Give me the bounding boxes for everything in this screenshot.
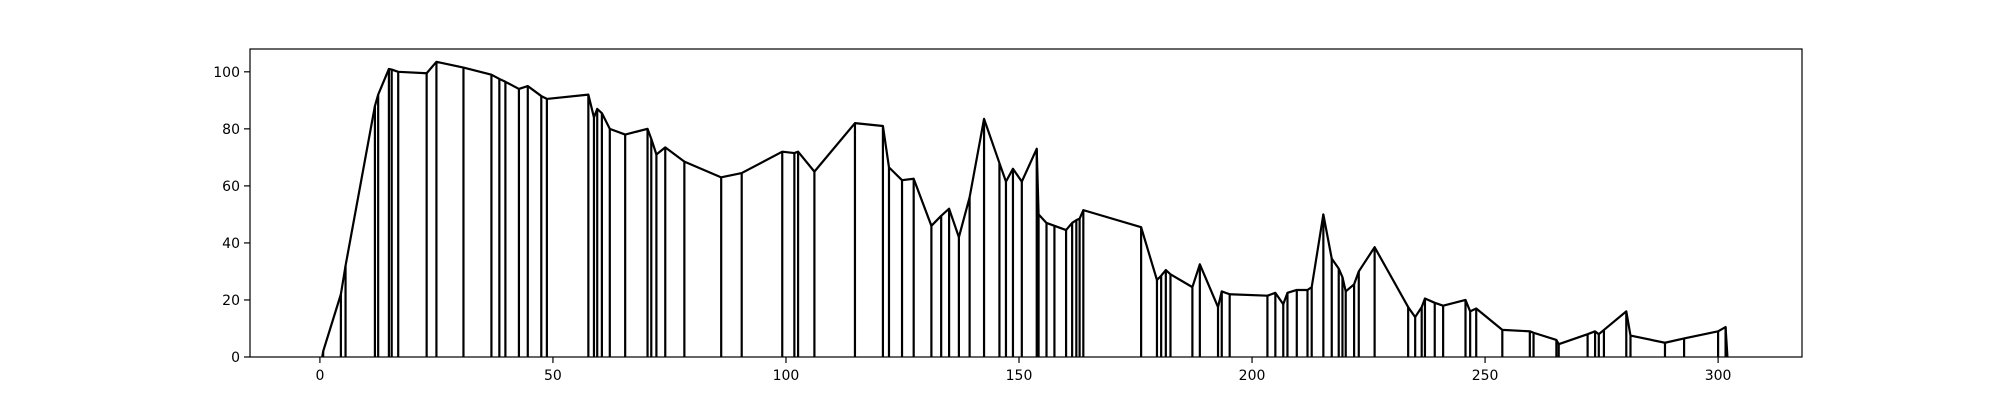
y-axis-ticks: 0 20 40 60 80 100 [213,65,250,366]
x-tick-label-5: 250 [1472,368,1499,384]
x-tick-label-4: 200 [1239,368,1266,384]
y-tick-label-5: 100 [213,65,240,81]
x-tick-label-0: 0 [315,368,324,384]
series-outline [321,60,1729,358]
x-tick-label-2: 100 [773,368,800,384]
y-tick-label-3: 60 [222,179,240,195]
y-tick-label-2: 40 [222,236,240,252]
x-tick-label-6: 300 [1705,368,1732,384]
x-tick-label-3: 150 [1006,368,1033,384]
x-tick-label-1: 50 [544,368,562,384]
stem-lines [322,61,1727,357]
y-tick-label-1: 20 [222,293,240,309]
plot-frame [249,48,1803,358]
x-axis-ticks: 0 50 100 150 200 250 300 [315,357,1731,384]
y-tick-label-0: 0 [231,350,240,366]
y-tick-label-4: 80 [222,122,240,138]
